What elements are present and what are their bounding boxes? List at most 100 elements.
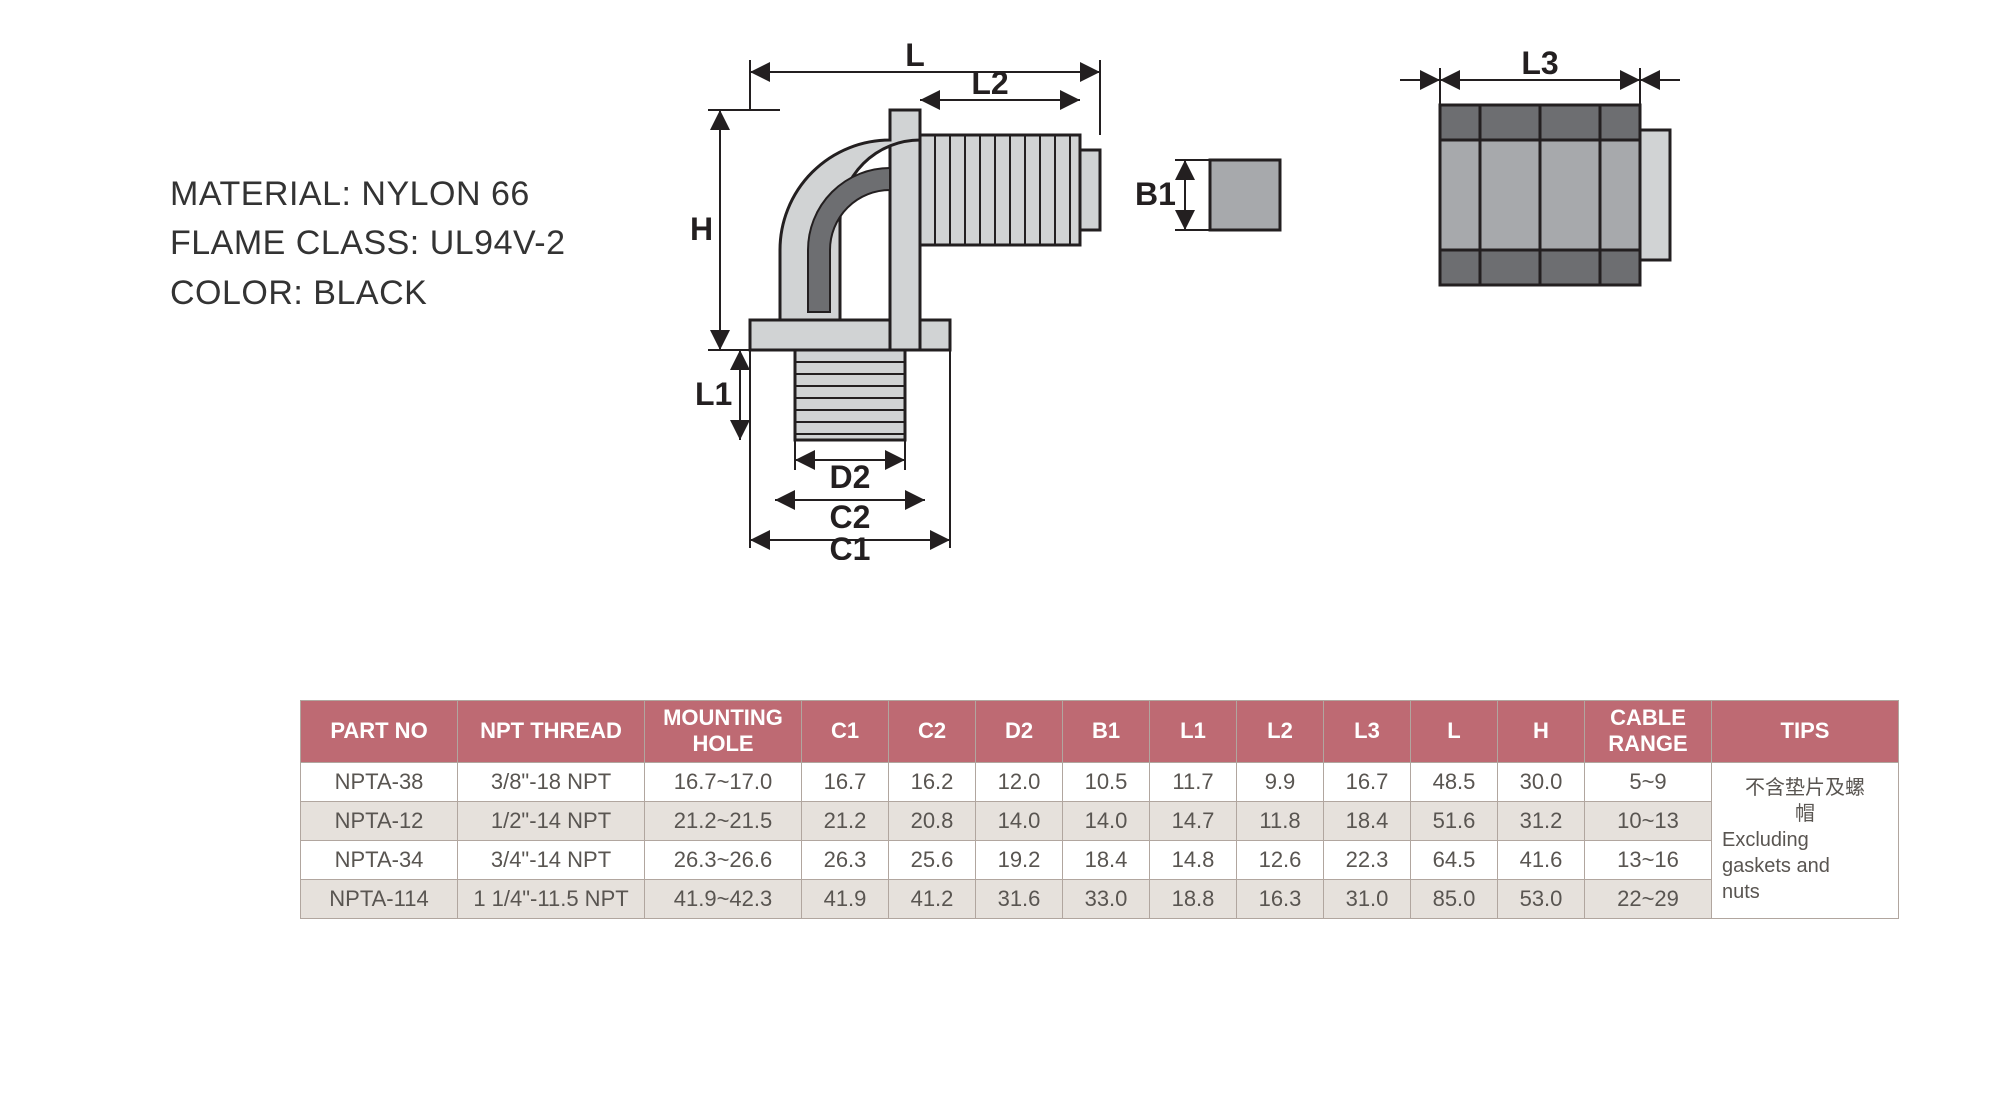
- th-mounting-hole-l2: HOLE: [692, 731, 753, 756]
- th-l3: L3: [1324, 701, 1411, 763]
- dim-label-C1: C1: [830, 531, 871, 560]
- spec-table-wrap: PART NO NPT THREAD MOUNTING HOLE C1 C2 D…: [300, 700, 1899, 919]
- dim-label-L: L: [905, 40, 925, 73]
- cell-h: 53.0: [1498, 879, 1585, 918]
- th-npt-thread: NPT THREAD: [458, 701, 645, 763]
- th-cable-range: CABLE RANGE: [1585, 701, 1712, 763]
- cell-l: 64.5: [1411, 840, 1498, 879]
- th-mounting-hole: MOUNTING HOLE: [645, 701, 802, 763]
- cell-l1: 14.7: [1150, 801, 1237, 840]
- dim-label-L1: L1: [695, 376, 732, 412]
- cell-c1: 41.9: [802, 879, 889, 918]
- cell-tips: 不含垫片及螺 帽 Excluding gaskets and nuts: [1712, 762, 1899, 918]
- material-info-block: MATERIAL: NYLON 66 FLAME CLASS: UL94V-2 …: [170, 170, 566, 318]
- cell-range: 5~9: [1585, 762, 1712, 801]
- cell-d2: 12.0: [976, 762, 1063, 801]
- th-b1: B1: [1063, 701, 1150, 763]
- tips-line: 帽: [1722, 801, 1888, 827]
- table-row: NPTA-12 1/2"-14 NPT 21.2~21.5 21.2 20.8 …: [301, 801, 1899, 840]
- cell-h: 30.0: [1498, 762, 1585, 801]
- cell-h: 41.6: [1498, 840, 1585, 879]
- cell-mount: 21.2~21.5: [645, 801, 802, 840]
- cell-range: 13~16: [1585, 840, 1712, 879]
- th-c1: C1: [802, 701, 889, 763]
- cell-l: 48.5: [1411, 762, 1498, 801]
- cell-mount: 26.3~26.6: [645, 840, 802, 879]
- th-l: L: [1411, 701, 1498, 763]
- cell-part: NPTA-38: [301, 762, 458, 801]
- cell-c2: 16.2: [889, 762, 976, 801]
- cell-c2: 41.2: [889, 879, 976, 918]
- cell-mount: 41.9~42.3: [645, 879, 802, 918]
- cell-thread: 1 1/4"-11.5 NPT: [458, 879, 645, 918]
- cell-l3: 18.4: [1324, 801, 1411, 840]
- cell-c1: 21.2: [802, 801, 889, 840]
- cell-thread: 3/4"-14 NPT: [458, 840, 645, 879]
- flame-class-line: FLAME CLASS: UL94V-2: [170, 219, 566, 268]
- cell-l2: 16.3: [1237, 879, 1324, 918]
- cell-l1: 18.8: [1150, 879, 1237, 918]
- th-d2: D2: [976, 701, 1063, 763]
- cell-l: 85.0: [1411, 879, 1498, 918]
- cell-l2: 12.6: [1237, 840, 1324, 879]
- cell-l3: 31.0: [1324, 879, 1411, 918]
- table-row: NPTA-38 3/8"-18 NPT 16.7~17.0 16.7 16.2 …: [301, 762, 1899, 801]
- dim-label-L3: L3: [1521, 45, 1558, 81]
- dim-label-H: H: [690, 211, 713, 247]
- cell-d2: 14.0: [976, 801, 1063, 840]
- dim-label-L2: L2: [971, 65, 1008, 101]
- cell-part: NPTA-34: [301, 840, 458, 879]
- cell-l3: 22.3: [1324, 840, 1411, 879]
- th-part-no: PART NO: [301, 701, 458, 763]
- th-mounting-hole-l1: MOUNTING: [663, 705, 783, 730]
- cell-range: 10~13: [1585, 801, 1712, 840]
- table-row: NPTA-114 1 1/4"-11.5 NPT 41.9~42.3 41.9 …: [301, 879, 1899, 918]
- cell-thread: 1/2"-14 NPT: [458, 801, 645, 840]
- spec-table: PART NO NPT THREAD MOUNTING HOLE C1 C2 D…: [300, 700, 1899, 919]
- th-l1: L1: [1150, 701, 1237, 763]
- cell-b1: 18.4: [1063, 840, 1150, 879]
- cell-l1: 14.8: [1150, 840, 1237, 879]
- cell-l2: 9.9: [1237, 762, 1324, 801]
- cell-b1: 33.0: [1063, 879, 1150, 918]
- cell-b1: 10.5: [1063, 762, 1150, 801]
- th-cable-range-l2: RANGE: [1608, 731, 1687, 756]
- table-row: NPTA-34 3/4"-14 NPT 26.3~26.6 26.3 25.6 …: [301, 840, 1899, 879]
- dim-label-C2: C2: [830, 499, 871, 535]
- cell-mount: 16.7~17.0: [645, 762, 802, 801]
- dim-label-D2: D2: [830, 459, 871, 495]
- cell-range: 22~29: [1585, 879, 1712, 918]
- dim-label-B1: B1: [1135, 176, 1176, 212]
- cell-thread: 3/8"-18 NPT: [458, 762, 645, 801]
- tips-line: gaskets and: [1722, 853, 1888, 879]
- cell-l: 51.6: [1411, 801, 1498, 840]
- tips-line: 不含垫片及螺: [1722, 775, 1888, 801]
- cell-d2: 31.6: [976, 879, 1063, 918]
- cell-c1: 16.7: [802, 762, 889, 801]
- page-root: MATERIAL: NYLON 66 FLAME CLASS: UL94V-2 …: [0, 0, 2000, 1111]
- cell-part: NPTA-114: [301, 879, 458, 918]
- bottom-thread-icon: [795, 350, 905, 440]
- color-line: COLOR: BLACK: [170, 269, 566, 318]
- table-header-row: PART NO NPT THREAD MOUNTING HOLE C1 C2 D…: [301, 701, 1899, 763]
- cell-c2: 25.6: [889, 840, 976, 879]
- cell-c2: 20.8: [889, 801, 976, 840]
- cell-d2: 19.2: [976, 840, 1063, 879]
- th-h: H: [1498, 701, 1585, 763]
- cell-l3: 16.7: [1324, 762, 1411, 801]
- cell-b1: 14.0: [1063, 801, 1150, 840]
- material-line: MATERIAL: NYLON 66: [170, 170, 566, 219]
- grommet-icon: [1210, 160, 1280, 230]
- cell-c1: 26.3: [802, 840, 889, 879]
- th-c2: C2: [889, 701, 976, 763]
- cap-nut-icon: [1440, 105, 1670, 285]
- right-thread-icon: [920, 135, 1100, 245]
- th-l2: L2: [1237, 701, 1324, 763]
- cell-l2: 11.8: [1237, 801, 1324, 840]
- cell-part: NPTA-12: [301, 801, 458, 840]
- tips-line: nuts: [1722, 879, 1888, 905]
- th-tips: TIPS: [1712, 701, 1899, 763]
- cell-h: 31.2: [1498, 801, 1585, 840]
- technical-drawing: L L2 H L1 D2 C2: [680, 40, 1780, 560]
- cell-l1: 11.7: [1150, 762, 1237, 801]
